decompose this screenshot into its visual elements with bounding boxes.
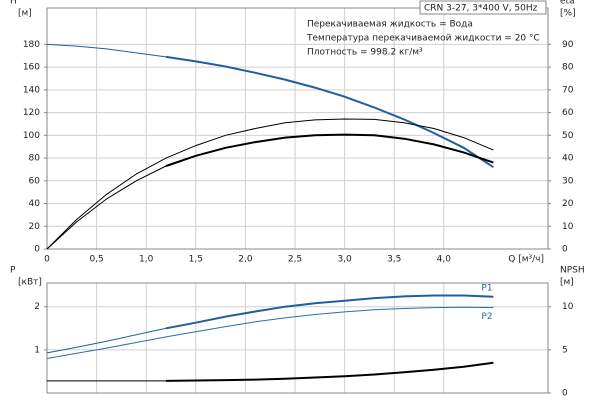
x-tick-label: 3,0 bbox=[337, 255, 352, 265]
y-tick-label: 40 bbox=[29, 199, 41, 209]
y-tick-label: 20 bbox=[29, 222, 41, 232]
annotation: Температура перекачиваемой жидкости = 20… bbox=[306, 34, 540, 44]
y-tick-label: 160 bbox=[23, 63, 40, 73]
x-tick-label: 0 bbox=[44, 255, 50, 265]
y-tick-label: 60 bbox=[29, 176, 41, 186]
x-tick-label: 3,5 bbox=[387, 255, 401, 265]
y-tick-label: 1 bbox=[34, 345, 40, 355]
series-label: P1 bbox=[481, 283, 492, 293]
x-tick-label: 2,5 bbox=[288, 255, 302, 265]
curve bbox=[165, 55, 494, 169]
curve bbox=[165, 361, 494, 382]
curve bbox=[46, 327, 167, 354]
y2-tick-label: 5 bbox=[562, 345, 568, 355]
y2-tick-label: 40 bbox=[562, 154, 574, 164]
y-tick-label: 120 bbox=[23, 108, 40, 118]
y2-axis-label: NPSH bbox=[560, 266, 585, 276]
y2-tick-label: 10 bbox=[562, 302, 574, 312]
curve bbox=[165, 294, 494, 330]
curve bbox=[46, 118, 494, 250]
info-box bbox=[419, 0, 547, 15]
y2-tick-label: 30 bbox=[562, 176, 574, 186]
curve bbox=[46, 306, 494, 359]
y2-tick-label: 80 bbox=[562, 63, 574, 73]
y2-tick-label: 90 bbox=[562, 40, 574, 50]
y2-tick-label: 70 bbox=[562, 85, 574, 95]
y-tick-label: 140 bbox=[23, 85, 40, 95]
y-axis-label: [м] bbox=[18, 9, 32, 19]
plot-frame bbox=[46, 282, 549, 394]
y2-tick-label: 60 bbox=[562, 108, 574, 118]
info-label: CRN 3-27, 3*400 V, 50Hz bbox=[424, 4, 538, 14]
y2-axis-label: [м] bbox=[560, 278, 574, 288]
y2-tick-label: 20 bbox=[562, 199, 574, 209]
x-tick-label: 0,5 bbox=[89, 255, 103, 265]
y-axis-label: H bbox=[10, 0, 17, 7]
series-label: P2 bbox=[481, 312, 492, 322]
y-tick-label: 80 bbox=[29, 154, 41, 164]
curve bbox=[165, 133, 494, 167]
annotation: Перекачиваемая жидкость = Вода bbox=[307, 20, 473, 30]
curve bbox=[46, 43, 167, 58]
x-tick-label: 4,0 bbox=[437, 255, 452, 265]
y2-tick-label: 0 bbox=[562, 245, 568, 255]
x-tick-label: 2,0 bbox=[238, 255, 253, 265]
x-tick-label: 1,5 bbox=[189, 255, 203, 265]
y-tick-label: 100 bbox=[23, 131, 40, 141]
y-axis-label: P bbox=[10, 266, 16, 276]
y2-tick-label: 10 bbox=[562, 222, 574, 232]
y-axis-label: [кВт] bbox=[18, 278, 42, 288]
y-tick-label: 180 bbox=[23, 40, 40, 50]
x-axis-label: Q [м³/ч] bbox=[508, 255, 544, 265]
x-tick-label: 1,0 bbox=[139, 255, 154, 265]
y2-tick-label: 0 bbox=[562, 389, 568, 399]
curve bbox=[46, 165, 167, 250]
annotation: Плотность = 998.2 кг/м³ bbox=[307, 48, 423, 58]
y2-tick-label: 50 bbox=[562, 131, 574, 141]
y-tick-label: 0 bbox=[34, 245, 40, 255]
y2-axis-label: [%] bbox=[560, 9, 576, 19]
y2-axis-label: eta bbox=[560, 0, 575, 7]
plot-frame bbox=[46, 7, 549, 250]
y-tick-label: 2 bbox=[34, 302, 40, 312]
